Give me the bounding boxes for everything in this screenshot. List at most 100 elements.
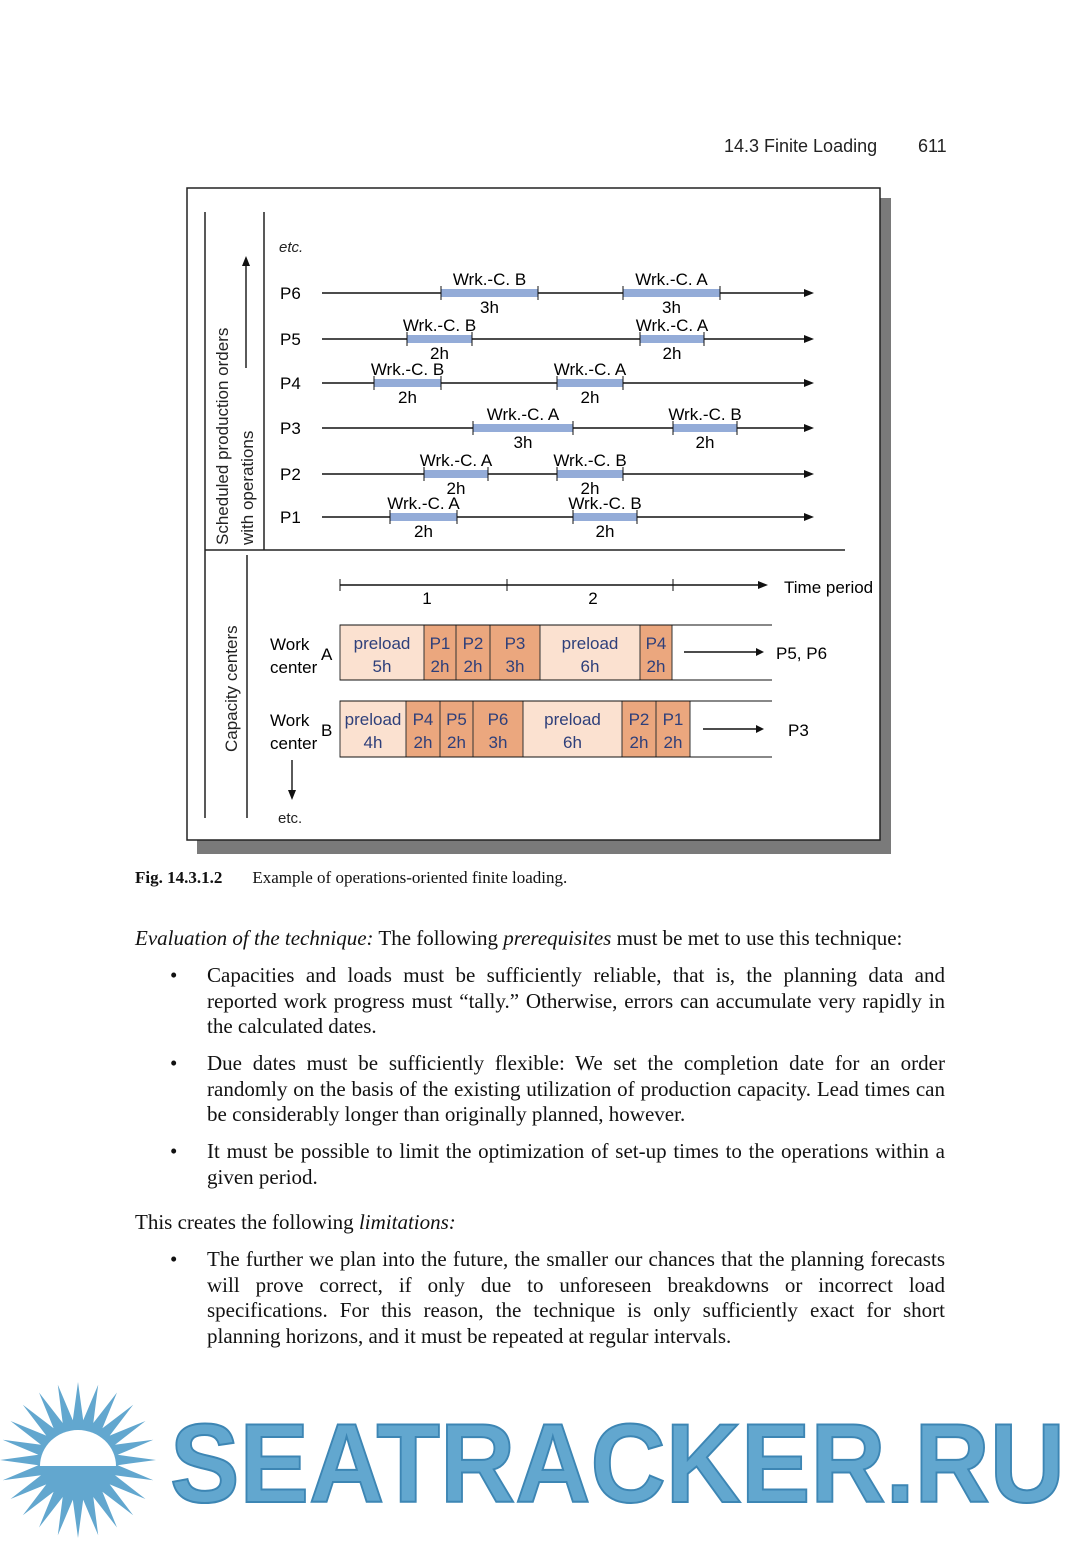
work-center-label: center xyxy=(270,658,318,677)
cell-duration: 2h xyxy=(647,657,666,676)
caption-text: Example of operations-oriented finite lo… xyxy=(252,868,568,887)
work-center-label: center xyxy=(270,734,318,753)
axis-title-capacity: Capacity centers xyxy=(222,625,241,752)
cell-label: P6 xyxy=(488,710,509,729)
operation-workcenter: Wrk.-C. A xyxy=(554,360,627,379)
sun-disc xyxy=(40,1430,116,1466)
operation-bar xyxy=(623,289,720,297)
order-label: P4 xyxy=(280,374,301,393)
sun-logo-icon xyxy=(0,1382,156,1538)
load-cell xyxy=(539,624,641,681)
order-label: P6 xyxy=(280,284,301,303)
order-label: P3 xyxy=(280,419,301,438)
operation-workcenter: Wrk.-C. B xyxy=(371,360,444,379)
order-row: P6 Wrk.-C. B 3h Wrk.-C. A 3h xyxy=(280,270,814,317)
cell-duration: 4h xyxy=(364,733,383,752)
overflow-orders: P3 xyxy=(788,721,809,740)
bullet: • xyxy=(170,963,178,987)
list-item: The further we plan into the future, the… xyxy=(207,1247,945,1348)
period-label-1: 1 xyxy=(422,589,431,608)
load-cell xyxy=(522,700,623,758)
italic-term: limitations: xyxy=(358,1210,456,1234)
load-cell xyxy=(439,700,474,758)
paragraph-evaluation: Evaluation of the technique: The followi… xyxy=(135,926,945,952)
cell-label: preload xyxy=(562,634,619,653)
arrow-head-icon xyxy=(804,424,814,432)
etc-top: etc. xyxy=(279,239,303,256)
figure-diagram: Scheduled production orders with operati… xyxy=(186,187,891,854)
italic-term: Evaluation of the technique: xyxy=(135,926,374,950)
text: This creates the following xyxy=(135,1210,359,1234)
italic-term: prerequisites xyxy=(503,926,612,950)
order-row: P3 Wrk.-C. A 3h Wrk.-C. B 2h xyxy=(280,405,814,452)
cell-label: P5 xyxy=(446,710,467,729)
cell-label: P2 xyxy=(629,710,650,729)
operation-bar xyxy=(390,513,457,521)
cell-label: preload xyxy=(354,634,411,653)
etc-bottom: etc. xyxy=(278,810,302,827)
operation-bar xyxy=(441,289,538,297)
cell-label: preload xyxy=(544,710,601,729)
axis-title-operations: with operations xyxy=(238,431,257,546)
figure-caption: Fig. 14.3.1.2 Example of operations-orien… xyxy=(135,868,567,888)
period-label-2: 2 xyxy=(588,589,597,608)
load-cell xyxy=(655,700,691,758)
text: must be met to use this technique: xyxy=(611,926,903,950)
cell-duration: 2h xyxy=(464,657,483,676)
operation-bar xyxy=(640,335,704,343)
order-label: P1 xyxy=(280,508,301,527)
load-cell xyxy=(621,700,657,758)
axis-title-orders: Scheduled production orders xyxy=(213,328,232,545)
cell-duration: 6h xyxy=(581,657,600,676)
order-row: P2 Wrk.-C. A 2h Wrk.-C. B 2h xyxy=(280,451,814,498)
bullet: • xyxy=(170,1139,178,1163)
cell-duration: 5h xyxy=(373,657,392,676)
list-item: Capacities and loads must be sufficientl… xyxy=(207,963,945,1038)
operation-duration: 2h xyxy=(663,344,682,363)
cell-label: P4 xyxy=(646,634,667,653)
operation-bar xyxy=(557,470,623,478)
operation-bar xyxy=(424,470,488,478)
cell-label: P2 xyxy=(463,634,484,653)
running-header: 14.3 Finite Loading xyxy=(724,136,878,156)
watermark-text: SEATRACKER.RU xyxy=(170,1401,1065,1526)
cell-duration: 2h xyxy=(630,733,649,752)
cell-label: P4 xyxy=(413,710,434,729)
operation-duration: 2h xyxy=(447,479,466,498)
cell-label: P1 xyxy=(430,634,451,653)
arrow-head-icon xyxy=(804,289,814,297)
operation-duration: 2h xyxy=(581,388,600,407)
operation-duration: 3h xyxy=(480,298,499,317)
load-cell xyxy=(423,624,457,681)
cell-duration: 3h xyxy=(506,657,525,676)
operation-workcenter: Wrk.-C. A xyxy=(635,270,708,289)
watermark: SEATRACKER.RU xyxy=(0,1382,1066,1538)
operation-workcenter: Wrk.-C. B xyxy=(403,316,476,335)
operation-workcenter: Wrk.-C. B xyxy=(553,451,626,470)
operation-duration: 2h xyxy=(398,388,417,407)
load-cell xyxy=(472,700,524,758)
operation-duration: 3h xyxy=(514,433,533,452)
operation-duration: 2h xyxy=(696,433,715,452)
bullet: • xyxy=(170,1051,178,1075)
cell-duration: 2h xyxy=(414,733,433,752)
cell-duration: 2h xyxy=(431,657,450,676)
caption-number: Fig. 14.3.1.2 xyxy=(135,868,223,887)
cell-duration: 2h xyxy=(447,733,466,752)
operation-bar xyxy=(673,424,737,432)
cell-label: preload xyxy=(345,710,402,729)
work-center-label: Work xyxy=(270,635,310,654)
page-number: 611 xyxy=(918,136,947,156)
cell-duration: 3h xyxy=(489,733,508,752)
arrow-head-icon xyxy=(756,725,764,733)
order-row: P4 Wrk.-C. B 2h Wrk.-C. A 2h xyxy=(280,360,814,407)
cell-duration: 6h xyxy=(563,733,582,752)
operation-duration: 3h xyxy=(662,298,681,317)
arrow-head-icon xyxy=(804,470,814,478)
operation-bar xyxy=(473,424,573,432)
overflow-orders: P5, P6 xyxy=(776,644,827,663)
operation-bar xyxy=(374,379,441,387)
cell-label: P1 xyxy=(663,710,684,729)
